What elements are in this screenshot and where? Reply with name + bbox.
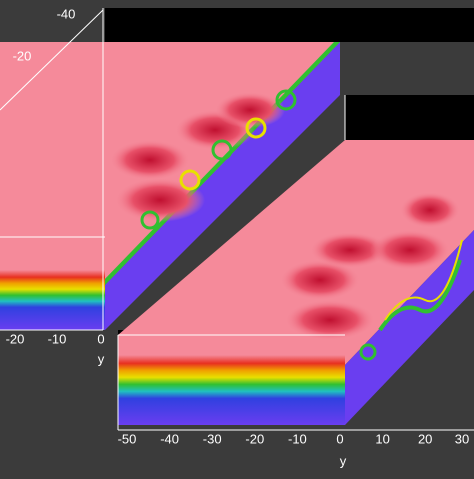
tick-label: -50 [118,431,137,446]
tick-label: -10 [288,431,307,446]
top-panel: -40 -20 -20 -10 0 y [0,6,474,366]
vortices [110,89,297,230]
tick-label: -40 [160,431,179,446]
tick-label: -20 [245,431,264,446]
vortices [280,192,463,361]
background-box [345,95,474,140]
tick-label: 30 [455,431,469,446]
tick-label: -10 [48,331,67,346]
slab-side [345,230,474,425]
slab-front [118,355,345,425]
tick-label: -40 [57,6,76,21]
background-box [105,8,474,42]
slab-top [118,140,474,365]
tick-label: -20 [6,331,25,346]
slab-front [0,270,105,330]
bottom-panel: -50 -40 -30 -20 -10 0 10 20 30 y [117,95,474,468]
tick-label: -20 [13,48,32,63]
axis-label: y [98,351,105,366]
tick-labels: -50 -40 -30 -20 -10 0 10 20 30 [118,431,470,446]
tick-label: 0 [336,431,343,446]
tick-label: 20 [418,431,432,446]
tick-label: 0 [97,331,104,346]
tick-label: -30 [203,431,222,446]
axis-label: y [340,453,347,468]
tick-label: 10 [375,431,389,446]
axis-line [0,9,104,111]
